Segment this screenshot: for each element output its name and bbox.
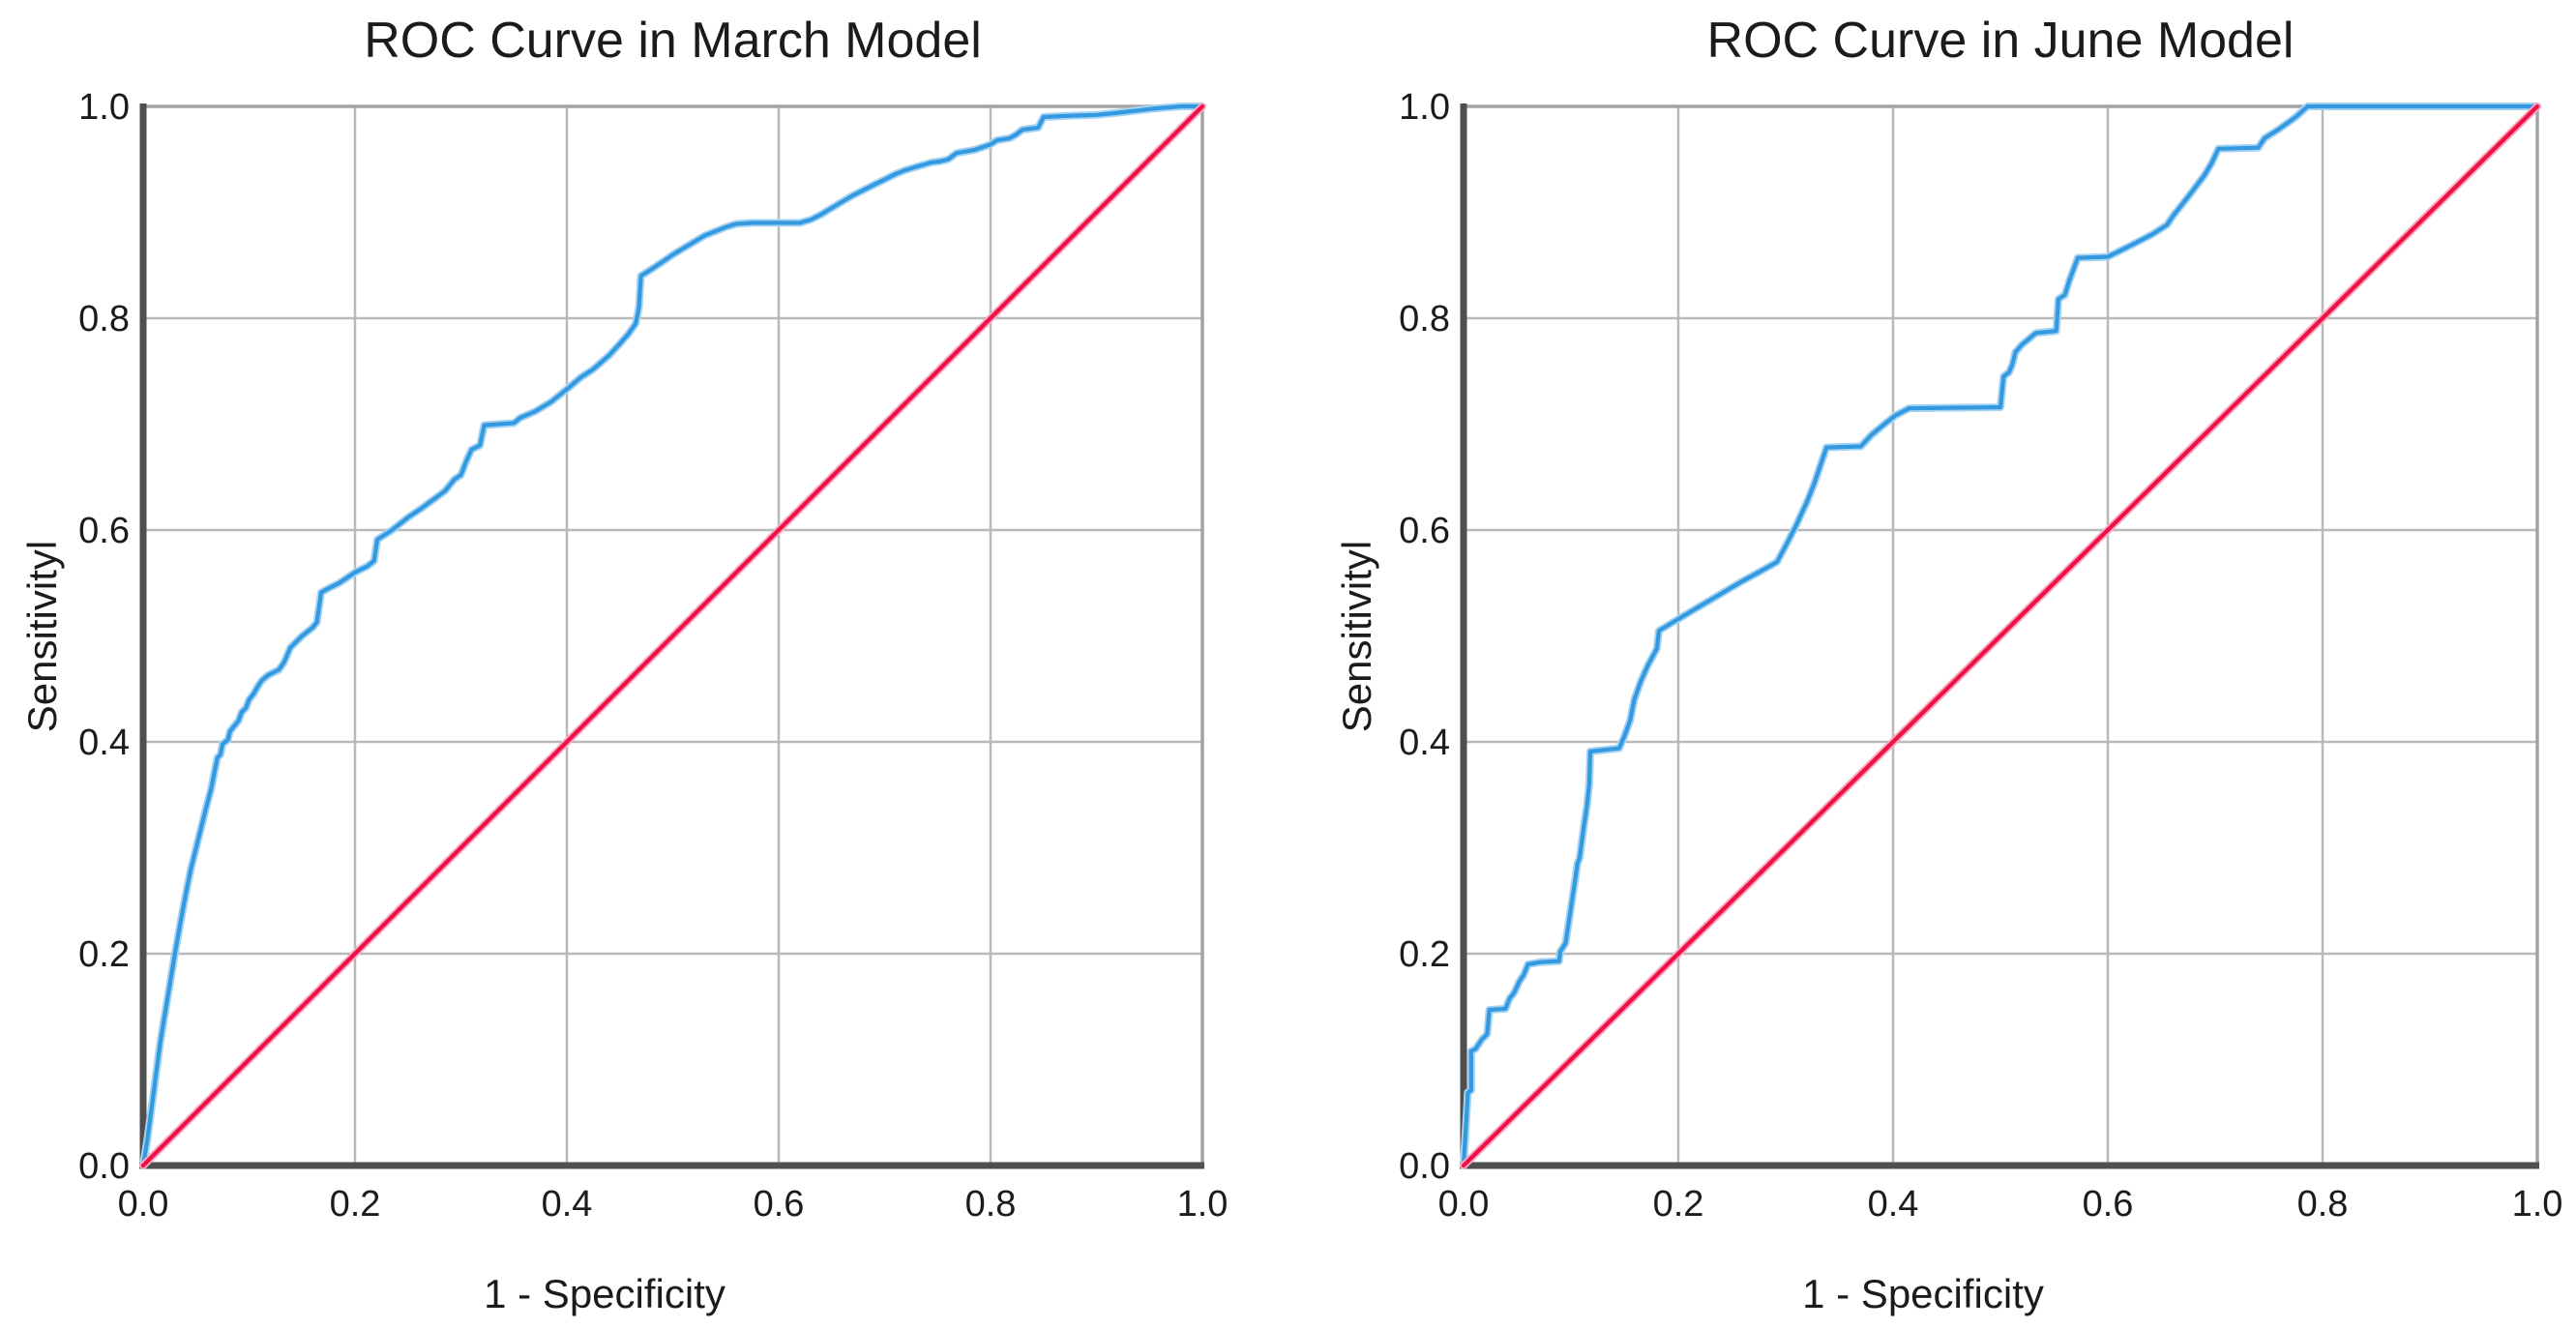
roc-chart-march: ROC Curve in March Model Sensitivityl 0.…	[19, 13, 1229, 1316]
svg-text:0.4: 0.4	[1868, 1184, 1919, 1225]
svg-text:1.0: 1.0	[1177, 1184, 1229, 1225]
roc-plot-june: 0.0 0.2 0.4 0.6 0.8 1.0 0.0 0.2 0.4 0.6 0.8 1.0	[1399, 87, 2563, 1225]
x-axis-label-march: 1 - Specificity	[484, 1271, 725, 1316]
svg-text:0.8: 0.8	[78, 299, 130, 340]
chart-title-march: ROC Curve in March Model	[364, 13, 982, 69]
svg-text:0.0: 0.0	[1438, 1184, 1490, 1225]
svg-text:0.0: 0.0	[118, 1184, 169, 1225]
svg-text:0.6: 0.6	[754, 1184, 805, 1225]
svg-text:0.6: 0.6	[78, 511, 130, 551]
roc-plot-march: 0.0 0.2 0.4 0.6 0.8 1.0 0.0 0.2 0.4 0.6 0.8 1.0	[78, 87, 1229, 1225]
x-axis-label-june: 1 - Specificity	[1802, 1271, 2044, 1316]
svg-text:0.6: 0.6	[2083, 1184, 2134, 1225]
chart-title-june: ROC Curve in June Model	[1706, 13, 2295, 69]
svg-text:1.0: 1.0	[78, 87, 130, 128]
svg-text:0.2: 0.2	[330, 1184, 381, 1225]
svg-text:0.6: 0.6	[1399, 511, 1450, 551]
svg-text:0.4: 0.4	[1399, 723, 1450, 763]
svg-text:0.2: 0.2	[1653, 1184, 1704, 1225]
roc-chart-june: ROC Curve in June Model Sensitivityl 0.0…	[1288, 0, 2576, 1329]
svg-text:1.0: 1.0	[2512, 1184, 2563, 1225]
svg-text:0.2: 0.2	[78, 934, 130, 975]
svg-text:0.2: 0.2	[1399, 934, 1450, 975]
svg-text:0.4: 0.4	[542, 1184, 593, 1225]
svg-text:0.0: 0.0	[1399, 1146, 1450, 1187]
svg-text:0.8: 0.8	[965, 1184, 1017, 1225]
svg-text:0.8: 0.8	[2297, 1184, 2349, 1225]
svg-text:0.8: 0.8	[1399, 299, 1450, 340]
svg-text:1.0: 1.0	[1399, 87, 1450, 128]
svg-text:0.4: 0.4	[78, 723, 130, 763]
svg-text:0.0: 0.0	[78, 1146, 130, 1187]
